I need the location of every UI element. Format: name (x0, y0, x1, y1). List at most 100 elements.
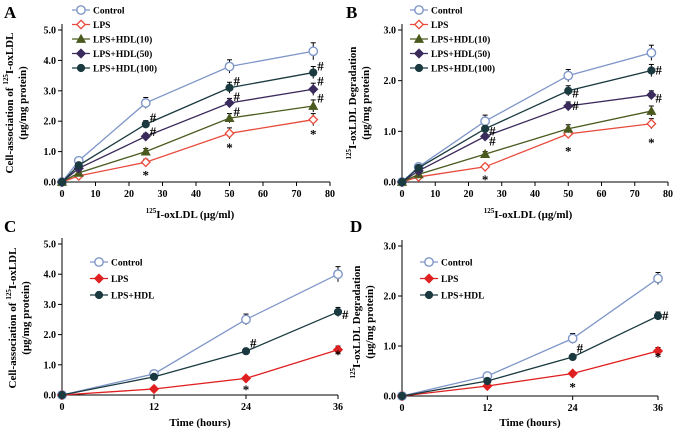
panel-d-legend-marker-control (424, 257, 434, 267)
panel-a-series-line-lps-hdl-50 (61, 88, 314, 183)
panel-a-point-lps-hdl-100 (141, 120, 150, 129)
panel-b-point-lps (646, 118, 657, 129)
panel-b-x-tick-label: 0 (400, 189, 405, 200)
panel-b-legend-marker-lps-hdl-100 (414, 63, 424, 73)
panel-c-legend-marker-lps-hdl (94, 290, 104, 300)
panel-c-significance-star: * (335, 347, 342, 362)
panel-a-legend-label-lps: LPS (93, 21, 110, 31)
panel-c-point-lps-hdl (241, 347, 251, 356)
panel-c-point-control (241, 314, 251, 325)
panel-b-point-lps-hdl-10 (646, 105, 657, 115)
panel-a-y-tick-label: 4.0 (44, 56, 57, 67)
panel-a-x-tick-label: 50 (225, 189, 235, 200)
panel-b-legend-marker-lps-hdl-50 (413, 48, 425, 59)
panel-d-xlabel: Time (hours) (499, 417, 561, 429)
panel-d-legend-label-lps: LPS (441, 275, 458, 285)
panel-d-point-control (567, 333, 578, 344)
panel-d-legend-label-control: Control (441, 259, 473, 269)
panel-a-point-lps-hdl-50 (308, 84, 319, 95)
panel-b-point-lps-hdl-100 (647, 66, 656, 75)
panel-a-legend-label-lps-hdl-100: LPS+HDL(100) (93, 64, 157, 75)
panel-c-plot: 0.0 1.0 2.0 3.0 4.0 5.0 0 12 24 36 Control LPS LPS+H… (44, 238, 349, 413)
panel-a-ylabel-prefix: Cell-association of (4, 87, 16, 173)
panel-d-y-tick-label: 1.0 (384, 342, 397, 353)
panel-a-x-tick-label: 30 (158, 189, 168, 200)
panel-d-series-line-lps-hdl (401, 315, 659, 397)
panel-b-ylabel-text: I-oxLDL Degradation (347, 47, 359, 149)
panel-a-point-lps-hdl-50 (140, 131, 151, 142)
panel-c-ylabel-sup: 125 (5, 289, 13, 300)
panel-c-significance-hash: # (250, 336, 257, 351)
panel-d-series-line-lps (401, 350, 659, 397)
panel-label-c: C (4, 217, 16, 236)
panel-d-series-line-control (401, 277, 659, 397)
panel-a-x-tick-label: 0 (60, 189, 65, 200)
panel-a-point-lps-hdl-10 (140, 146, 151, 156)
panel-c-series-line-lps-hdl (61, 311, 339, 396)
panel-b-x-tick-label: 10 (430, 189, 440, 200)
panel-b-y-tick-label: 0.0 (384, 178, 397, 189)
panel-b-significance-hash: # (572, 98, 579, 113)
panel-a-ylabel-sup: 125 (2, 74, 10, 85)
panel-d-x-tick-label: 12 (482, 403, 492, 414)
panel-b-point-control (480, 116, 491, 127)
panel-label-a: A (4, 3, 17, 22)
panel-b-significance-hash: # (572, 85, 579, 100)
panel-c-x-tick-label: 0 (60, 402, 65, 413)
panel-b-point-lps-hdl-50 (563, 100, 574, 112)
panel-b-significance-hash: # (489, 133, 496, 148)
panel-d-point-lps-hdl (568, 352, 577, 362)
panel-b-y-tick-label: 3.0 (384, 26, 397, 37)
panel-a-legend-marker-lps-hdl-50 (75, 48, 87, 59)
panel-a-significance-star: * (226, 140, 233, 155)
panel-d-x-tick-label: 24 (568, 403, 578, 414)
panel-d-point-control (653, 273, 663, 284)
panel-b-point-lps-hdl-100 (564, 86, 573, 95)
panel-d-legend-marker-lps-hdl (424, 290, 434, 300)
panel-a-point-lps (308, 114, 319, 125)
panel-b-x-tick-label: 80 (663, 189, 673, 200)
panel-d-x-tick-label: 0 (400, 403, 405, 414)
panel-a-significance-hash: # (234, 89, 241, 104)
panel-b-y-tick-label: 2.0 (384, 76, 397, 87)
panel-c-x-tick-label: 12 (149, 402, 159, 413)
panel-label-b: B (346, 3, 357, 22)
panel-b-significance-star: * (648, 135, 655, 150)
panel-a-point-lps-hdl-10 (308, 100, 319, 110)
panel-a-y-tick-label: 0.0 (44, 178, 57, 189)
panel-a-legend-marker-control (76, 5, 86, 15)
panel-b-x-tick-label: 50 (563, 189, 573, 200)
panel-b-ylabel-sup: 125 (345, 148, 353, 159)
panel-d-significance-star: * (655, 350, 662, 365)
panel-d-significance-star: * (569, 380, 576, 395)
panel-a-significance-hash: # (317, 74, 324, 89)
panel-b-plot: 0.0 1.0 2.0 3.0 0 10 20 30 40 50 60 70 80 Control LPS L… (384, 5, 673, 200)
panel-b-legend-label-lps-hdl-50: LPS+HDL(50) (431, 49, 490, 60)
panel-a-y-tick-label: 5.0 (44, 26, 57, 37)
plot-area-group: 0.0 1.0 2.0 3.0 4.0 5.0 0 10 20 30 40 50 60 70 80 Contr… (44, 5, 673, 414)
panel-c-y-tick-label: 4.0 (44, 270, 57, 281)
panel-d-ylabel-text: I-oxLDL Degradation (351, 266, 363, 368)
panel-b-ylabel-line1: 125I-oxLDL Degradation (345, 47, 359, 160)
panel-b-x-tick-label: 40 (530, 189, 540, 200)
panel-a-legend-marker-lps (75, 19, 87, 30)
panel-a-series-line-lps (61, 119, 314, 183)
panel-d-y-tick-label: 2.0 (384, 292, 397, 303)
panel-b-y-tick-label: 1.0 (384, 127, 397, 138)
panel-c-series-line-control (61, 273, 339, 396)
panel-a-point-lps-hdl-100 (309, 68, 318, 77)
panel-a-significance-hash: # (317, 90, 324, 105)
panel-c-x-tick-label: 36 (333, 402, 343, 413)
panel-b-legend-label-lps-hdl-100: LPS+HDL(100) (431, 64, 495, 75)
panel-b-point-lps-hdl-50 (646, 89, 657, 100)
panel-a-legend-marker-lps-hdl-10 (75, 33, 87, 43)
panel-a-legend-label-lps-hdl-10: LPS+HDL(10) (93, 35, 152, 46)
panel-c-significance-star: * (243, 382, 250, 397)
panel-d-ylabel-sup: 125 (349, 367, 357, 378)
panel-d-point-lps-hdl (483, 376, 492, 386)
panel-b-point-lps-hdl-100 (481, 124, 490, 133)
panel-a-xlabel-text: I-oxLDL (μg/ml) (156, 209, 234, 221)
panel-b-xlabel: 125I-oxLDL (μg/ml) (484, 207, 573, 221)
panel-a-xlabel-sup: 125 (146, 207, 157, 215)
